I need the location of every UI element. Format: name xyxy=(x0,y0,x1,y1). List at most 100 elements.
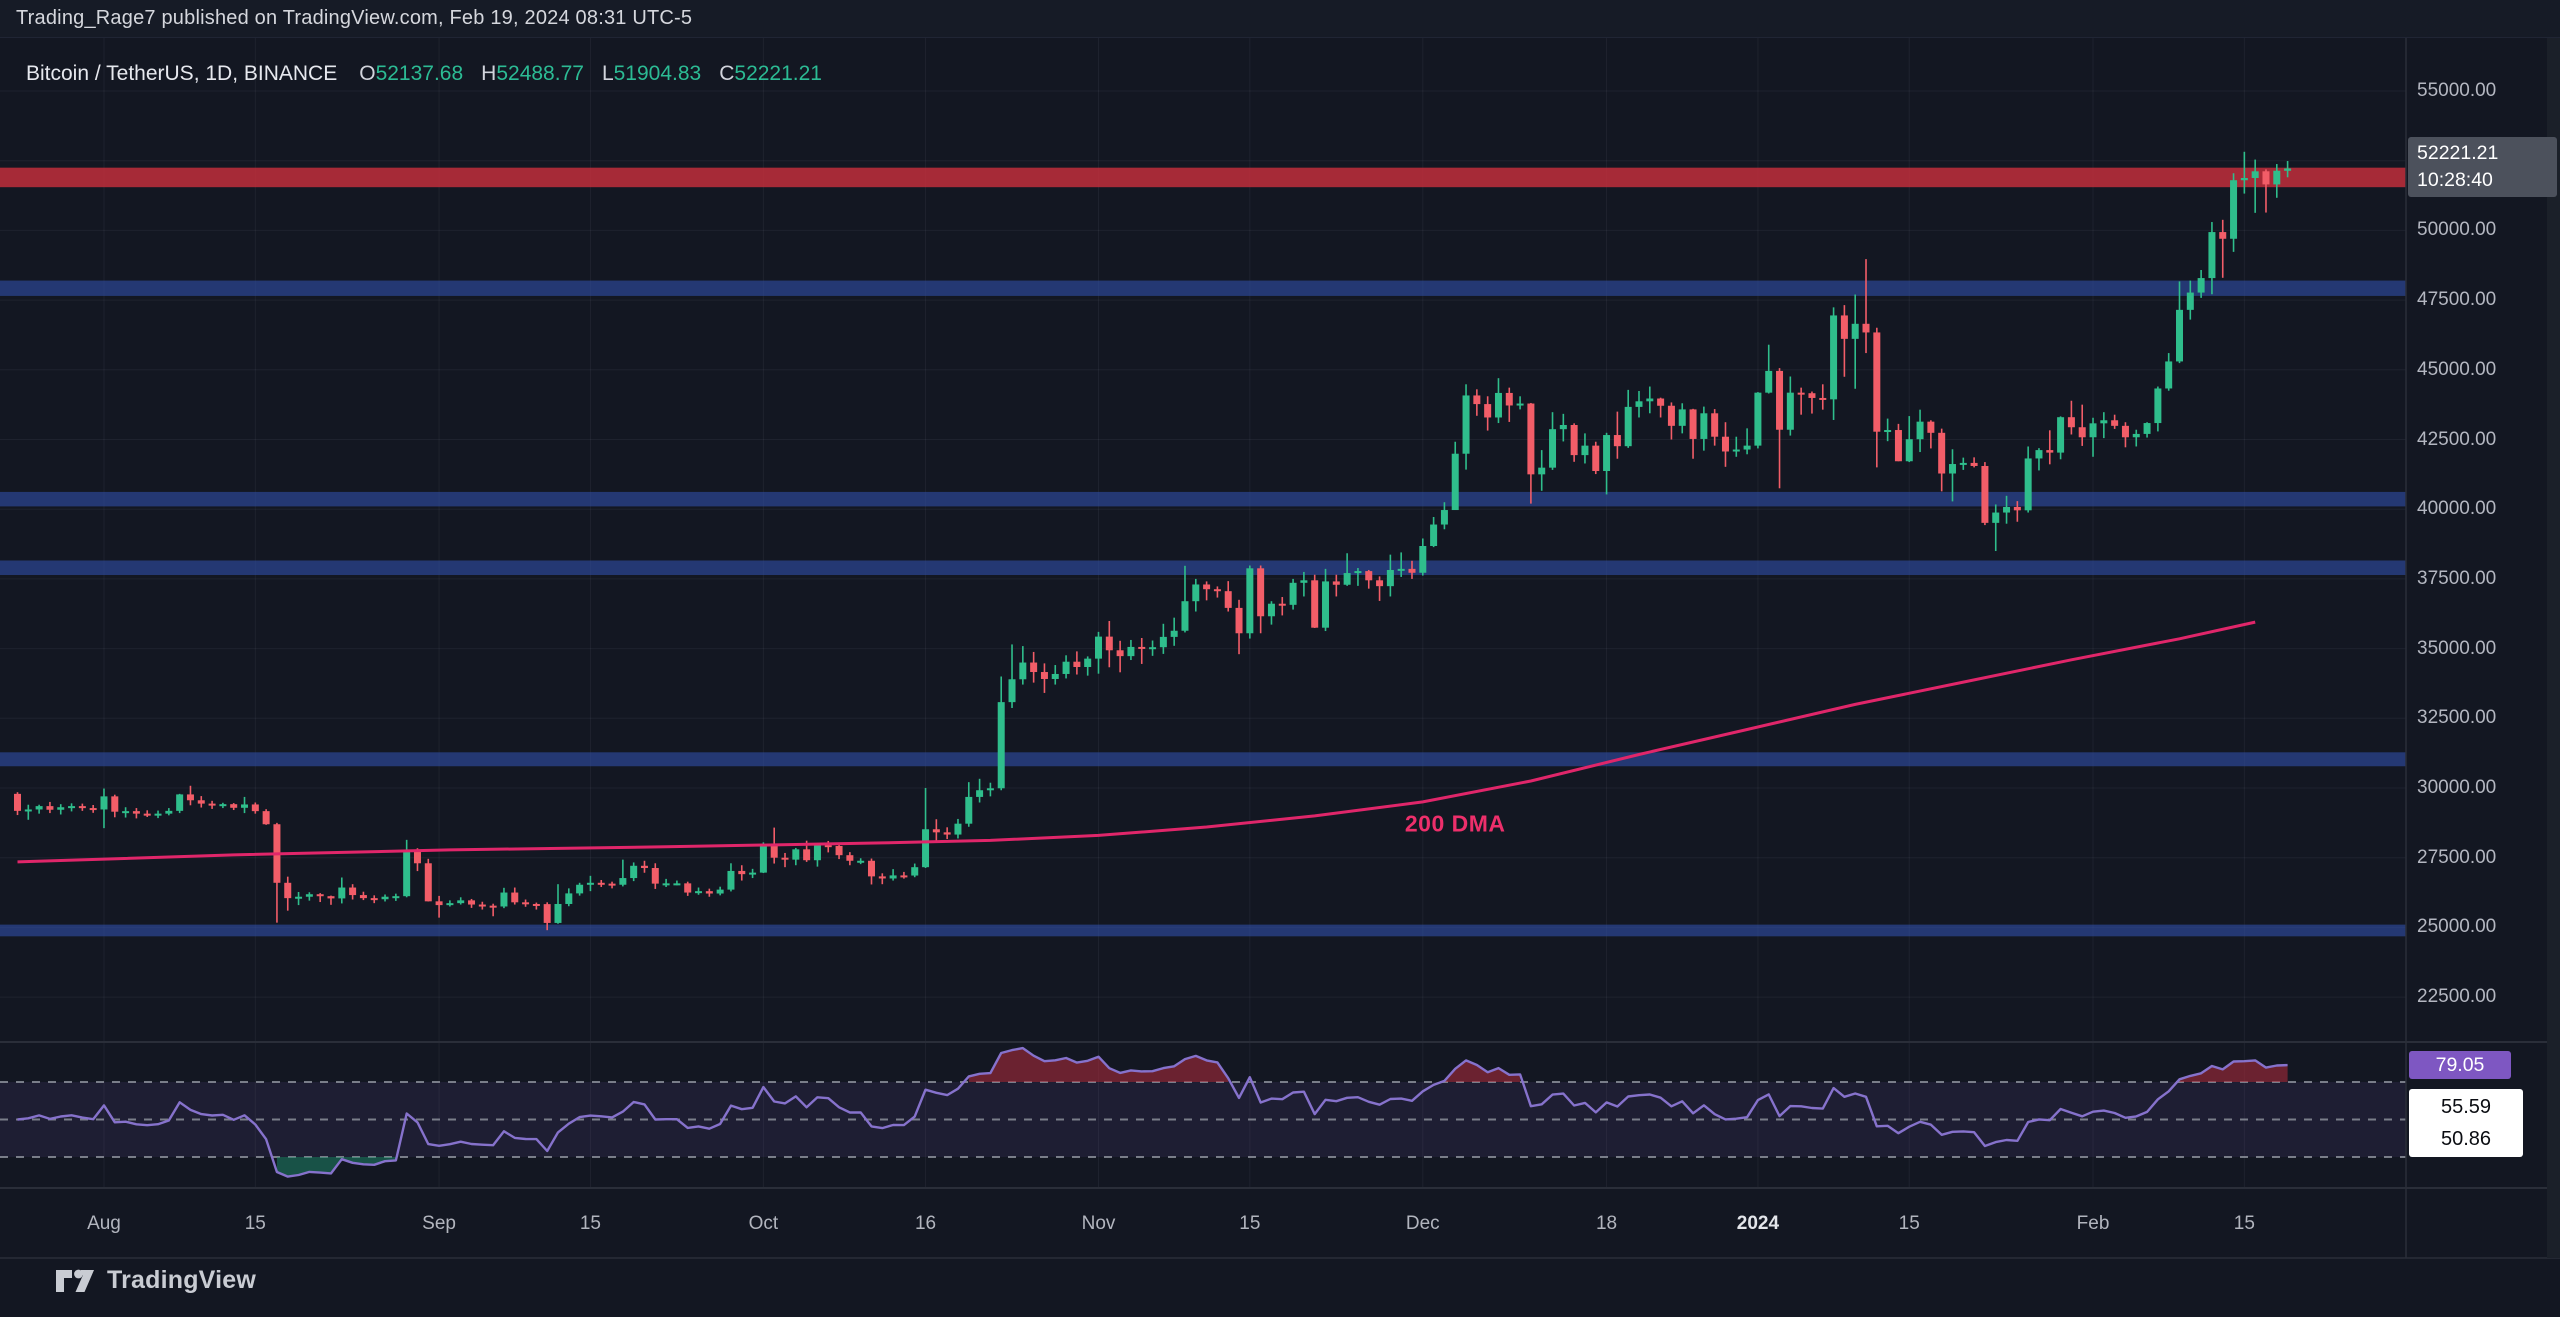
candle-body xyxy=(1505,392,1513,406)
price-zone-support-blue[interactable] xyxy=(0,752,2406,767)
candle-body xyxy=(35,806,43,810)
candle-body xyxy=(1938,432,1946,474)
candle-body xyxy=(2132,433,2140,438)
candle-body xyxy=(1127,646,1135,657)
time-axis-label: 18 xyxy=(1595,1213,1618,1234)
dma-annotation[interactable]: 200 DMA xyxy=(1404,810,1506,837)
price-zone-support-blue[interactable] xyxy=(0,280,2406,296)
candle-body xyxy=(1581,445,1589,456)
candle-body xyxy=(1797,392,1805,395)
candle-body xyxy=(695,891,703,894)
symbol-title[interactable]: Bitcoin / TetherUS, 1D, BINANCE xyxy=(26,62,338,85)
dma-line[interactable] xyxy=(17,620,2256,864)
candle-body xyxy=(2111,420,2119,426)
price-axis-label: 35000.00 xyxy=(2417,637,2497,659)
candle-body xyxy=(338,887,346,899)
candle-body xyxy=(241,804,249,808)
candle-body xyxy=(900,875,908,878)
candle-body xyxy=(813,845,821,861)
candle-body xyxy=(2089,423,2097,438)
candle-body xyxy=(2067,417,2075,428)
candle-body xyxy=(478,904,486,907)
ohlc-pair: H52488.77 xyxy=(481,62,584,85)
candle-body xyxy=(208,803,216,806)
candle-body xyxy=(738,870,746,875)
candle-body xyxy=(803,849,811,861)
candle-body xyxy=(424,863,432,902)
candle-body xyxy=(100,796,108,810)
price-axis-label: 40000.00 xyxy=(2417,498,2497,520)
candle-body xyxy=(878,876,886,879)
candle-body xyxy=(986,788,994,791)
price-zone-support-blue[interactable] xyxy=(0,924,2406,937)
candle-body xyxy=(1624,406,1632,447)
candle-body xyxy=(619,878,627,885)
candle-body xyxy=(2251,171,2259,178)
candle-body xyxy=(1300,580,1308,583)
candle-body xyxy=(1386,569,1394,587)
candle-body xyxy=(2057,417,2065,453)
candle-body xyxy=(305,894,313,897)
candle-body xyxy=(1322,581,1330,628)
candle-body xyxy=(2284,168,2292,171)
candle-body xyxy=(1267,603,1275,617)
price-axis-label: 45000.00 xyxy=(2417,358,2497,380)
candle-body xyxy=(111,796,119,812)
candle-body xyxy=(2165,361,2173,389)
price-zone-resistance-red[interactable] xyxy=(0,167,2406,188)
candle-body xyxy=(857,860,865,863)
candle-body xyxy=(576,884,584,894)
candle-body xyxy=(1754,392,1762,446)
ohlc-pair: L51904.83 xyxy=(601,62,702,85)
candle-body xyxy=(316,894,324,897)
price-axis-label: 42500.00 xyxy=(2417,428,2497,450)
tradingview-logo[interactable] xyxy=(55,1268,97,1294)
candle-body xyxy=(1711,413,1719,437)
time-axis-label: 15 xyxy=(1239,1213,1261,1234)
candle-body xyxy=(932,829,940,833)
candle-body xyxy=(1603,435,1611,472)
candle-body xyxy=(1354,571,1362,574)
candle-body xyxy=(2046,450,2054,453)
candle-body xyxy=(1376,580,1384,587)
rsi-overbought-fill xyxy=(1444,1060,1521,1082)
candle-body xyxy=(1721,436,1729,452)
candle-body xyxy=(1484,404,1492,418)
candle-body xyxy=(1678,409,1686,426)
candle-body xyxy=(1970,462,1978,466)
bar-countdown: 10:28:40 xyxy=(2417,169,2493,192)
candle-body xyxy=(1646,398,1654,402)
candle-body xyxy=(68,806,76,809)
candle-body xyxy=(1948,464,1956,474)
candle-body xyxy=(468,900,476,905)
candle-body xyxy=(219,804,227,807)
candle-body xyxy=(2197,278,2205,293)
price-axis-label: 30000.00 xyxy=(2417,777,2497,798)
price-zone-support-blue[interactable] xyxy=(0,491,2406,507)
candle-body xyxy=(640,865,648,869)
candle-body xyxy=(381,896,389,900)
candle-body xyxy=(57,807,65,810)
price-axis-label: 55000.00 xyxy=(2417,80,2497,101)
candle-body xyxy=(24,809,32,812)
candle-body xyxy=(1494,392,1502,418)
candle-body xyxy=(1278,603,1286,606)
candle-body xyxy=(1873,332,1881,432)
candle-body xyxy=(922,829,930,868)
rsi-line[interactable] xyxy=(17,1046,2288,1178)
candle-body xyxy=(446,903,454,906)
candle-body xyxy=(392,896,400,899)
candle-body xyxy=(1019,662,1027,680)
candle-body xyxy=(2154,388,2162,424)
candle-body xyxy=(370,898,378,901)
publish-text: Trading_Rage7 published on TradingView.c… xyxy=(16,7,693,29)
price-axis-label: 37500.00 xyxy=(2417,567,2497,589)
time-axis-label: Dec xyxy=(1405,1213,1440,1234)
candle-body xyxy=(2035,450,2043,459)
candle-body xyxy=(824,845,832,848)
price-zone-support-blue[interactable] xyxy=(0,560,2406,575)
time-axis-label: Aug xyxy=(87,1213,121,1234)
candle-body xyxy=(1905,439,1913,462)
